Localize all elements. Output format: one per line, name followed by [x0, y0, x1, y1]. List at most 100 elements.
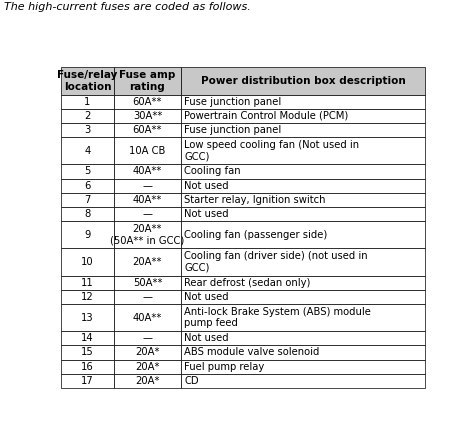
Text: 9: 9: [84, 230, 91, 240]
Text: CD: CD: [184, 376, 199, 386]
Text: 20A*: 20A*: [135, 347, 160, 358]
Text: The high-current fuses are coded as follows.: The high-current fuses are coded as foll…: [4, 2, 251, 12]
Text: Cooling fan: Cooling fan: [184, 167, 241, 177]
Bar: [114, 249, 181, 276]
Text: 15: 15: [81, 347, 94, 358]
Bar: [181, 374, 425, 388]
Bar: [181, 304, 425, 331]
Bar: [114, 331, 181, 345]
Text: Not used: Not used: [184, 333, 228, 343]
Bar: [181, 360, 425, 374]
Text: Fuel pump relay: Fuel pump relay: [184, 362, 264, 372]
Text: 4: 4: [84, 146, 91, 156]
Text: 17: 17: [81, 376, 94, 386]
Bar: [61, 179, 114, 193]
Text: Starter relay, Ignition switch: Starter relay, Ignition switch: [184, 195, 326, 205]
Bar: [61, 360, 114, 374]
Bar: [114, 109, 181, 123]
Bar: [181, 221, 425, 249]
Bar: [61, 331, 114, 345]
Bar: [61, 374, 114, 388]
Bar: [114, 276, 181, 290]
Text: Fuse junction panel: Fuse junction panel: [184, 97, 281, 107]
Text: 11: 11: [81, 278, 94, 288]
Text: 30A**: 30A**: [133, 111, 162, 121]
Text: 2: 2: [84, 111, 91, 121]
Text: ABS module valve solenoid: ABS module valve solenoid: [184, 347, 319, 358]
Bar: [61, 164, 114, 179]
Bar: [114, 221, 181, 249]
Text: —: —: [143, 181, 153, 191]
Text: Not used: Not used: [184, 292, 228, 302]
Text: —: —: [143, 292, 153, 302]
Bar: [181, 249, 425, 276]
Bar: [181, 164, 425, 179]
Text: Cooling fan (driver side) (not used in
GCC): Cooling fan (driver side) (not used in G…: [184, 251, 368, 273]
Bar: [114, 304, 181, 331]
Bar: [61, 304, 114, 331]
Bar: [181, 345, 425, 360]
Text: 60A**: 60A**: [133, 97, 162, 107]
Bar: [61, 276, 114, 290]
Text: 5: 5: [84, 167, 91, 177]
Text: 20A**: 20A**: [133, 257, 162, 267]
Text: 40A**: 40A**: [133, 195, 162, 205]
Bar: [181, 109, 425, 123]
Bar: [61, 249, 114, 276]
Bar: [114, 179, 181, 193]
Text: 50A**: 50A**: [133, 278, 162, 288]
Bar: [114, 95, 181, 109]
Bar: [181, 276, 425, 290]
Bar: [114, 193, 181, 207]
Text: 8: 8: [84, 209, 91, 219]
Bar: [181, 331, 425, 345]
Bar: [61, 95, 114, 109]
Text: 3: 3: [84, 125, 91, 135]
Text: Rear defrost (sedan only): Rear defrost (sedan only): [184, 278, 310, 288]
Bar: [181, 193, 425, 207]
Text: Fuse amp
rating: Fuse amp rating: [119, 70, 176, 92]
Text: 7: 7: [84, 195, 91, 205]
Bar: [181, 68, 425, 95]
Bar: [114, 290, 181, 304]
Bar: [114, 360, 181, 374]
Bar: [181, 137, 425, 164]
Bar: [114, 137, 181, 164]
Text: Fuse junction panel: Fuse junction panel: [184, 125, 281, 135]
Text: Not used: Not used: [184, 181, 228, 191]
Bar: [61, 207, 114, 221]
Bar: [114, 207, 181, 221]
Text: —: —: [143, 333, 153, 343]
Text: Not used: Not used: [184, 209, 228, 219]
Bar: [61, 68, 114, 95]
Bar: [181, 179, 425, 193]
Bar: [114, 68, 181, 95]
Bar: [61, 345, 114, 360]
Text: 16: 16: [81, 362, 94, 372]
Bar: [114, 164, 181, 179]
Text: Anti-lock Brake System (ABS) module
pump feed: Anti-lock Brake System (ABS) module pump…: [184, 307, 371, 328]
Bar: [61, 290, 114, 304]
Text: 10: 10: [81, 257, 94, 267]
Text: 14: 14: [81, 333, 94, 343]
Bar: [114, 374, 181, 388]
Bar: [61, 193, 114, 207]
Text: Fuse/relay
location: Fuse/relay location: [57, 70, 118, 92]
Text: 6: 6: [84, 181, 91, 191]
Text: —: —: [143, 209, 153, 219]
Bar: [181, 95, 425, 109]
Text: 60A**: 60A**: [133, 125, 162, 135]
Text: 10A CB: 10A CB: [129, 146, 165, 156]
Bar: [61, 221, 114, 249]
Text: 20A*: 20A*: [135, 362, 160, 372]
Text: 40A**: 40A**: [133, 167, 162, 177]
Text: Cooling fan (passenger side): Cooling fan (passenger side): [184, 230, 327, 240]
Text: Powertrain Control Module (PCM): Powertrain Control Module (PCM): [184, 111, 348, 121]
Text: 40A**: 40A**: [133, 313, 162, 323]
Text: 1: 1: [84, 97, 91, 107]
Text: Power distribution box description: Power distribution box description: [201, 76, 405, 86]
Bar: [61, 123, 114, 137]
Bar: [181, 123, 425, 137]
Text: 13: 13: [81, 313, 94, 323]
Text: 20A**
(50A** in GCC): 20A** (50A** in GCC): [110, 224, 184, 245]
